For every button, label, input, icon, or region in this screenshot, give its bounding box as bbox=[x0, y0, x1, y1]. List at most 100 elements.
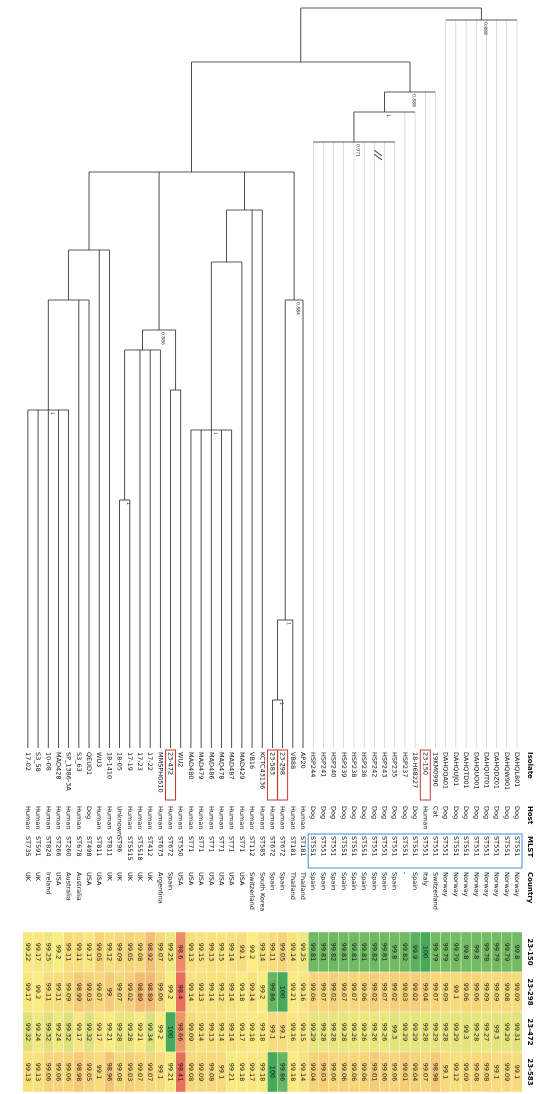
isolate-name: HSP242 bbox=[370, 752, 378, 777]
cell-value: 99.24 bbox=[54, 1023, 62, 1042]
cell-text: ST71 bbox=[187, 836, 195, 852]
isolate-name: S3_63 bbox=[75, 752, 83, 772]
cell-value: 98.6 bbox=[177, 945, 185, 959]
cell-value: 99.06 bbox=[65, 1063, 73, 1082]
cell-value: 99.09 bbox=[65, 983, 73, 1002]
isolate-name: S3_58 bbox=[34, 752, 42, 772]
cell-text: ST551 bbox=[360, 836, 368, 857]
cell-text: Human bbox=[136, 806, 144, 829]
cell-text: USA bbox=[207, 872, 215, 886]
cell-text: UK bbox=[136, 872, 144, 882]
cell-text: ST260 bbox=[65, 836, 73, 857]
cell-value: 99.07 bbox=[350, 983, 358, 1002]
cell-value: 99.79 bbox=[503, 943, 511, 962]
cell-text: Ireland bbox=[44, 872, 52, 894]
cell-value: 99.06 bbox=[350, 1063, 358, 1082]
cell-value: 99.02 bbox=[370, 983, 378, 1002]
cell-value: 100 bbox=[421, 946, 429, 958]
cell-value: 98.96 bbox=[105, 1063, 113, 1082]
cell-value: 99.8 bbox=[472, 945, 480, 959]
cell-text: Norway bbox=[493, 872, 501, 897]
cell-text: Spain bbox=[340, 872, 348, 890]
cell-text: ST551 bbox=[462, 836, 470, 857]
cell-value: 99.13 bbox=[187, 943, 195, 962]
isolate-name: MMSPH0510 bbox=[156, 752, 164, 793]
cell-value: 99.32 bbox=[65, 1023, 73, 1042]
cell-text: ST551 bbox=[482, 836, 490, 857]
cell-value: 99.06 bbox=[472, 983, 480, 1002]
cell-text: ST811 bbox=[95, 836, 103, 857]
cell-text: Human bbox=[105, 806, 113, 829]
cell-text: Spain bbox=[268, 872, 276, 890]
cell-text: Dog bbox=[381, 806, 389, 819]
cell-value: 99.14 bbox=[289, 943, 297, 962]
cell-text: Human bbox=[197, 806, 205, 829]
cell-value: 99.03 bbox=[401, 983, 409, 1002]
cell-value: 99.26 bbox=[360, 1023, 368, 1042]
cell-value: 99.11 bbox=[75, 943, 83, 962]
support-label: 0.886 bbox=[160, 332, 166, 345]
cell-text: Dog bbox=[462, 806, 470, 819]
cell-value: 99.9 bbox=[411, 945, 419, 959]
cell-text: Human bbox=[217, 806, 225, 829]
break-mark bbox=[373, 153, 383, 161]
cell-value: 99.02 bbox=[330, 983, 338, 1002]
cell-value: 99.29 bbox=[431, 1023, 439, 1042]
cell-text: ST551 bbox=[381, 836, 389, 857]
cell-text: USA bbox=[177, 872, 185, 886]
cell-value: 99.07 bbox=[95, 983, 103, 1002]
isolate-name: MAD429 bbox=[238, 752, 246, 779]
cell-text: Spain bbox=[309, 872, 317, 890]
isolate-name: 23-150 bbox=[421, 752, 429, 775]
cell-value: 100 bbox=[268, 1066, 276, 1078]
cell-value: 99.81 bbox=[309, 943, 317, 962]
cell-value: 99.28 bbox=[319, 1023, 327, 1042]
cell-text: Norway bbox=[513, 872, 521, 897]
cell-text: ST672 bbox=[268, 836, 276, 857]
cell-text: ST551 bbox=[431, 836, 439, 857]
cell-text: UK bbox=[116, 872, 124, 882]
cell-value: 99.2 bbox=[34, 985, 42, 999]
column-header: 23-150 bbox=[526, 938, 534, 965]
cell-value: 99.28 bbox=[442, 1023, 450, 1042]
cell-text: Human bbox=[34, 806, 42, 829]
cell-value: 99.08 bbox=[503, 983, 511, 1002]
cell-value: 99.06 bbox=[360, 1063, 368, 1082]
cell-value: 99.31 bbox=[513, 1023, 521, 1042]
cell-value: 99.03 bbox=[85, 983, 93, 1002]
cell-value: 99.09 bbox=[513, 983, 521, 1002]
cell-value: 99.04 bbox=[421, 983, 429, 1002]
cell-text: Dog bbox=[340, 806, 348, 819]
cell-text: ST551 bbox=[370, 836, 378, 857]
cell-text: USA bbox=[187, 872, 195, 886]
cell-text: Dog bbox=[85, 806, 93, 819]
cell-text: ST551 bbox=[401, 836, 409, 857]
column-header: Isolate bbox=[526, 752, 534, 779]
isolate-name: KCTC43136 bbox=[258, 752, 266, 789]
cell-value: 99.03 bbox=[126, 1063, 134, 1082]
cell-value: 99.17 bbox=[24, 983, 32, 1002]
cell-value: 99.29 bbox=[452, 1023, 460, 1042]
cell-value: 99.26 bbox=[370, 1023, 378, 1042]
cell-value: 99.14 bbox=[228, 983, 236, 1002]
cell-value: 98.92 bbox=[146, 943, 154, 962]
cell-value: 99.17 bbox=[95, 1023, 103, 1042]
support-label: 1 bbox=[49, 412, 55, 415]
cell-value: 99.86 bbox=[268, 983, 276, 1002]
cell-value: 99.81 bbox=[381, 943, 389, 962]
cell-text: Human bbox=[65, 806, 73, 829]
isolate-name: 17-23 bbox=[136, 752, 144, 771]
cell-text: Dog bbox=[401, 806, 409, 819]
cell-text: ST412 bbox=[146, 836, 154, 857]
cell-value: 99.17 bbox=[34, 943, 42, 962]
cell-value: 99.81 bbox=[350, 943, 358, 962]
isolate-name: HSP238 bbox=[350, 752, 358, 777]
cell-text: Thailand bbox=[289, 871, 297, 900]
cell-value: 99.14 bbox=[187, 983, 195, 1002]
cell-value: 99.28 bbox=[340, 1023, 348, 1042]
isolate-name: DAHQUJ01 bbox=[452, 752, 460, 786]
cell-value: 99.13 bbox=[207, 943, 215, 962]
cell-value: 99.06 bbox=[44, 1063, 52, 1082]
cell-value: 99.1 bbox=[268, 1025, 276, 1039]
isolate-name: HSP241 bbox=[319, 752, 327, 777]
